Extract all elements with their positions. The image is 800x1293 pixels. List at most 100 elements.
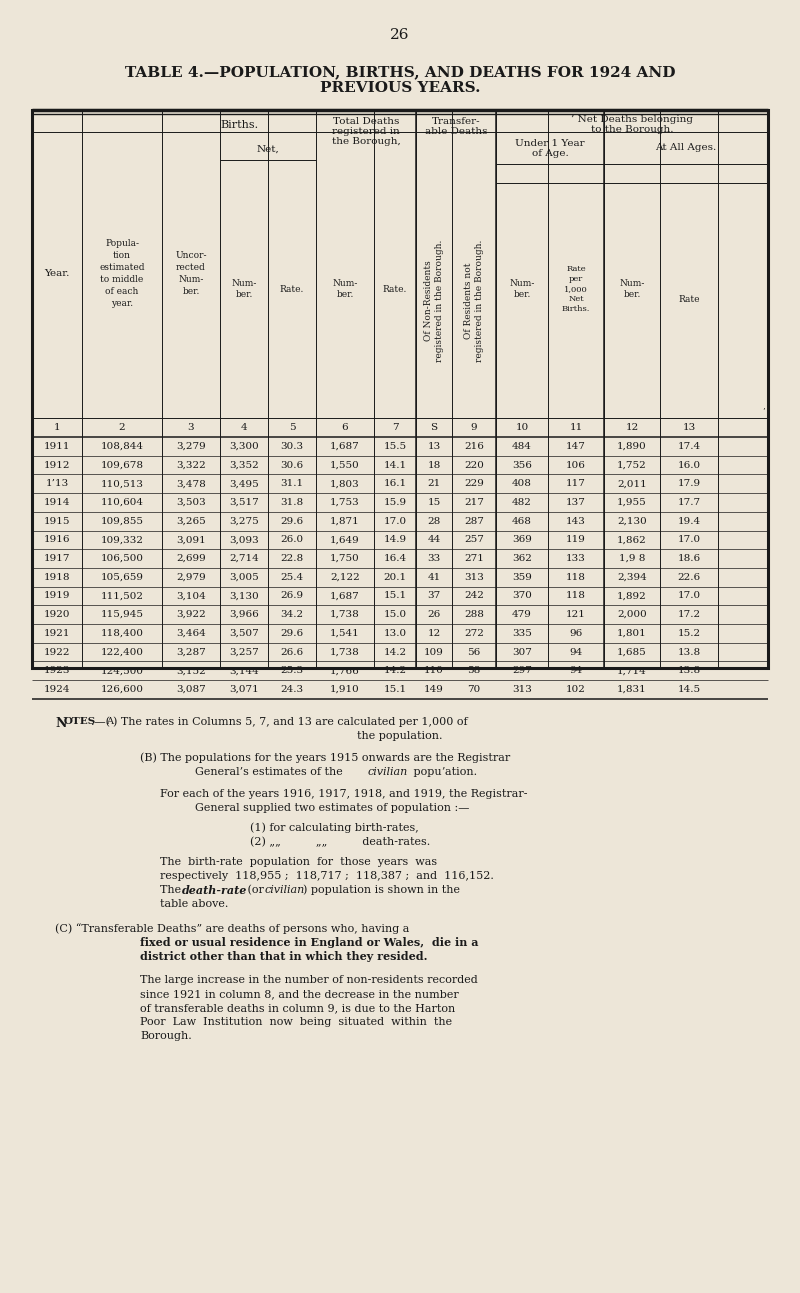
Text: 34.2: 34.2	[281, 610, 303, 619]
Text: 118: 118	[566, 573, 586, 582]
Text: Transfer-: Transfer-	[432, 118, 480, 127]
Text: 115,945: 115,945	[101, 610, 143, 619]
Text: of Age.: of Age.	[532, 150, 568, 159]
Text: popuʼation.: popuʼation.	[410, 767, 477, 777]
Text: 1,550: 1,550	[330, 460, 360, 469]
Text: 29.6: 29.6	[281, 628, 303, 637]
Text: 13.8: 13.8	[678, 666, 701, 675]
Text: 15.1: 15.1	[383, 685, 406, 694]
Text: 44: 44	[427, 535, 441, 544]
Text: 2,979: 2,979	[176, 573, 206, 582]
Text: 3,091: 3,091	[176, 535, 206, 544]
Text: 26: 26	[427, 610, 441, 619]
Text: 110: 110	[424, 666, 444, 675]
Text: For each of the years 1916, 1917, 1918, and 1919, the Registrar-: For each of the years 1916, 1917, 1918, …	[160, 789, 527, 799]
Text: Of Residents not
registered in the Borough.: Of Residents not registered in the Borou…	[464, 239, 484, 362]
Text: since 1921 in column 8, and the decrease in the number: since 1921 in column 8, and the decrease…	[140, 989, 458, 998]
Text: 1’13: 1’13	[46, 480, 69, 489]
Text: 1923: 1923	[44, 666, 70, 675]
Text: 1,738: 1,738	[330, 648, 360, 657]
Text: 1,9 8: 1,9 8	[619, 553, 645, 562]
Text: district other than that in which they resided.: district other than that in which they r…	[140, 950, 427, 962]
Text: 1,871: 1,871	[330, 517, 360, 526]
Text: 122,400: 122,400	[101, 648, 143, 657]
Text: 102: 102	[566, 685, 586, 694]
Text: 313: 313	[512, 685, 532, 694]
Text: 15.5: 15.5	[383, 442, 406, 451]
Text: 16.0: 16.0	[678, 460, 701, 469]
Text: 5: 5	[289, 423, 295, 432]
Text: 17.4: 17.4	[678, 442, 701, 451]
Text: 307: 307	[512, 648, 532, 657]
Text: 3,093: 3,093	[229, 535, 259, 544]
Text: 1,752: 1,752	[617, 460, 647, 469]
Text: 1924: 1924	[44, 685, 70, 694]
Text: 479: 479	[512, 610, 532, 619]
Text: 25.3: 25.3	[281, 666, 303, 675]
Text: 124,500: 124,500	[101, 666, 143, 675]
Text: 111,502: 111,502	[101, 591, 143, 600]
Text: 1917: 1917	[44, 553, 70, 562]
Text: 15.2: 15.2	[678, 628, 701, 637]
Text: Num-
ber.: Num- ber.	[332, 278, 358, 300]
Text: 14.1: 14.1	[383, 460, 406, 469]
Text: 1,685: 1,685	[617, 648, 647, 657]
Text: 3,265: 3,265	[176, 517, 206, 526]
Text: Rate.: Rate.	[280, 284, 304, 294]
Text: 1921: 1921	[44, 628, 70, 637]
Text: 1,687: 1,687	[330, 591, 360, 600]
Text: 3,275: 3,275	[229, 517, 259, 526]
Text: 3,287: 3,287	[176, 648, 206, 657]
Text: 17.9: 17.9	[678, 480, 701, 489]
Text: 1911: 1911	[44, 442, 70, 451]
Text: 297: 297	[512, 666, 532, 675]
Text: 3,152: 3,152	[176, 666, 206, 675]
Text: 482: 482	[512, 498, 532, 507]
Text: fixed or usual residence in England or Wales,  die in a: fixed or usual residence in England or W…	[140, 937, 478, 948]
Text: The  birth-rate  population  for  those  years  was: The birth-rate population for those year…	[160, 857, 437, 866]
Text: 271: 271	[464, 553, 484, 562]
Text: 2,122: 2,122	[330, 573, 360, 582]
Text: 22.6: 22.6	[678, 573, 701, 582]
Text: able Deaths: able Deaths	[425, 128, 487, 137]
Text: 19.4: 19.4	[678, 517, 701, 526]
Text: 109,855: 109,855	[101, 517, 143, 526]
Text: 121: 121	[566, 610, 586, 619]
Text: 26.9: 26.9	[281, 591, 303, 600]
Text: 1,803: 1,803	[330, 480, 360, 489]
Text: 37: 37	[427, 591, 441, 600]
Text: 1918: 1918	[44, 573, 70, 582]
Text: 356: 356	[512, 460, 532, 469]
Text: 3,495: 3,495	[229, 480, 259, 489]
Text: 484: 484	[512, 442, 532, 451]
Text: 3: 3	[188, 423, 194, 432]
Text: PREVIOUS YEARS.: PREVIOUS YEARS.	[320, 81, 480, 94]
Text: 3,279: 3,279	[176, 442, 206, 451]
Text: 41: 41	[427, 573, 441, 582]
Text: 1914: 1914	[44, 498, 70, 507]
Text: 1,649: 1,649	[330, 535, 360, 544]
Text: 257: 257	[464, 535, 484, 544]
Text: 26.6: 26.6	[281, 648, 303, 657]
Text: 21: 21	[427, 480, 441, 489]
Text: 2,011: 2,011	[617, 480, 647, 489]
Text: 106: 106	[566, 460, 586, 469]
Text: (C) “Transferable Deaths” are deaths of persons who, having a: (C) “Transferable Deaths” are deaths of …	[55, 923, 410, 934]
Text: the population.: the population.	[358, 731, 442, 741]
Text: 3,352: 3,352	[229, 460, 259, 469]
Bar	[32, 110, 768, 668]
Text: 3,144: 3,144	[229, 666, 259, 675]
Text: 2,000: 2,000	[617, 610, 647, 619]
Text: 3,087: 3,087	[176, 685, 206, 694]
Text: 2,394: 2,394	[617, 573, 647, 582]
Text: 10: 10	[515, 423, 529, 432]
Text: Num-
ber.: Num- ber.	[510, 278, 534, 300]
Text: 468: 468	[512, 517, 532, 526]
Text: 1,766: 1,766	[330, 666, 360, 675]
Text: General supplied two estimates of population :—: General supplied two estimates of popula…	[195, 803, 470, 813]
Text: General’s estimates of the: General’s estimates of the	[195, 767, 346, 777]
Text: 118: 118	[566, 591, 586, 600]
Text: 11: 11	[570, 423, 582, 432]
Text: Net,: Net,	[257, 145, 279, 154]
Text: 18: 18	[427, 460, 441, 469]
